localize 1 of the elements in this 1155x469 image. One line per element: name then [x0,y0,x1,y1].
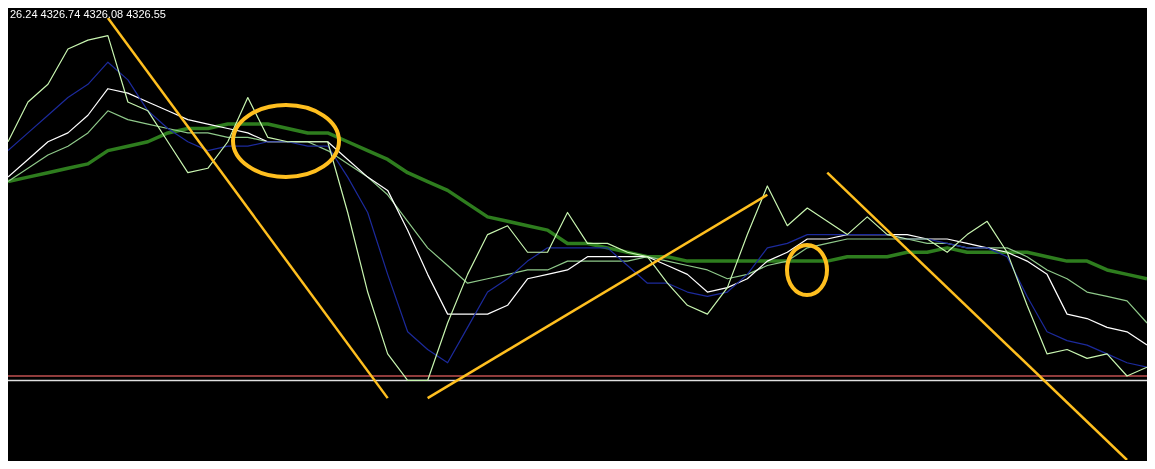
annotation: 26.24 4326.74 4326.08 4326.55 [10,8,166,20]
